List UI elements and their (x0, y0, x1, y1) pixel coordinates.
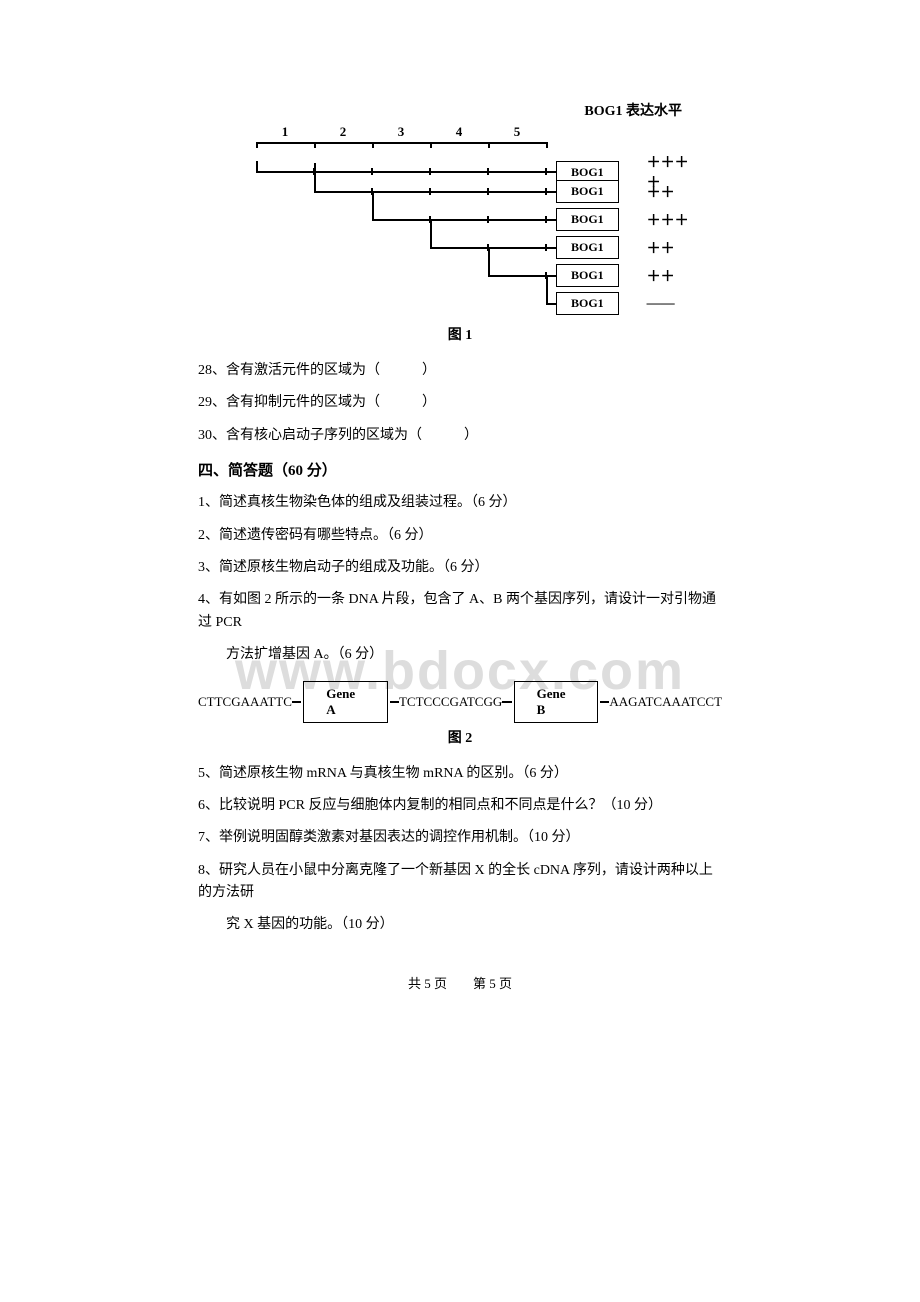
bog1-box: BOG1 (556, 292, 619, 315)
connector (502, 701, 511, 703)
page-footer: 共 5 页 第 5 页 (0, 973, 920, 992)
bog1-box: BOG1 (556, 180, 619, 203)
bog1-box: BOG1 (556, 264, 619, 287)
bog1-box: BOG1 (556, 236, 619, 259)
question-line: 30、含有核心启动子序列的区域为（ ） (198, 425, 722, 447)
question-line: 28、含有激活元件的区域为（ ） (198, 360, 722, 382)
expression-level: ＋＋ (647, 182, 697, 202)
connector (390, 701, 399, 703)
figure-1-caption: 图 1 (198, 324, 722, 344)
construct-row: BOG1 —— (198, 292, 697, 315)
scale-tick (256, 142, 258, 148)
construct-row: BOG1 ＋＋＋ (198, 208, 697, 231)
connector (292, 701, 301, 703)
question-line: 29、含有抑制元件的区域为（ ） (198, 392, 722, 414)
seq-right: AAGATCAAATCCT (609, 694, 722, 710)
construct-line (546, 303, 556, 305)
scale-tick (314, 142, 316, 148)
gene-b-box: Gene B (514, 681, 598, 723)
scale-number: 4 (456, 124, 463, 140)
question-line: 3、简述原核生物启动子的组成及功能。（6 分） (198, 557, 722, 579)
question-continuation: 究 X 基因的功能。（10 分） (198, 914, 722, 936)
construct-row: BOG1 ＋＋ (198, 180, 697, 203)
figure-2: CTTCGAAATTC Gene A TCTCCCGATCGG Gene B A… (198, 681, 722, 723)
scale-number: 3 (398, 124, 405, 140)
question-line: 8、研究人员在小鼠中分离克隆了一个新基因 X 的全长 cDNA 序列，请设计两种… (198, 860, 722, 905)
scale-tick (372, 142, 374, 148)
question-line: 2、简述遗传密码有哪些特点。（6 分） (198, 525, 722, 547)
expression-level: ＋＋＋ (647, 210, 697, 230)
question-line: 7、举例说明固醇类激素对基因表达的调控作用机制。（10 分） (198, 827, 722, 849)
construct-line (430, 247, 556, 249)
seq-left: CTTCGAAATTC (198, 694, 292, 710)
scale-number: 2 (340, 124, 347, 140)
scale-tick (546, 142, 548, 148)
gene-a-box: Gene A (303, 681, 387, 723)
seq-mid: TCTCCCGATCGG (399, 694, 502, 710)
expression-level: ＋＋ (647, 266, 697, 286)
scale-number: 1 (282, 124, 289, 140)
question-line: 1、简述真核生物染色体的组成及组装过程。（6 分） (198, 492, 722, 514)
scale-tick (488, 142, 490, 148)
construct-line (314, 191, 556, 193)
construct-line (256, 171, 556, 173)
question-line: 4、有如图 2 所示的一条 DNA 片段，包含了 A、B 两个基因序列，请设计一… (198, 589, 722, 634)
section-4-title: 四、简答题（60 分） (198, 459, 722, 480)
expression-title: BOG1 表达水平 (198, 100, 722, 120)
construct-row: BOG1 ＋＋ (198, 264, 697, 287)
construct-line (372, 219, 556, 221)
expression-level: ＋＋ (647, 238, 697, 258)
question-continuation: 方法扩增基因 A。（6 分） (198, 644, 722, 666)
connector (600, 701, 609, 703)
question-line: 6、比较说明 PCR 反应与细胞体内复制的相同点和不同点是什么？（10 分） (198, 795, 722, 817)
scale-tick (430, 142, 432, 148)
scale-number: 5 (514, 124, 521, 140)
figure-2-caption: 图 2 (198, 727, 722, 747)
figure-1: 12345 BOG1＋＋＋＋BOG1＋＋BOG1＋＋＋BOG1＋＋BOG1＋＋B… (198, 128, 722, 318)
bog1-box: BOG1 (556, 208, 619, 231)
scale-line (256, 142, 546, 144)
construct-row: BOG1 ＋＋ (198, 236, 697, 259)
expression-level: —— (647, 296, 697, 312)
question-line: 5、简述原核生物 mRNA 与真核生物 mRNA 的区别。（6 分） (198, 763, 722, 785)
